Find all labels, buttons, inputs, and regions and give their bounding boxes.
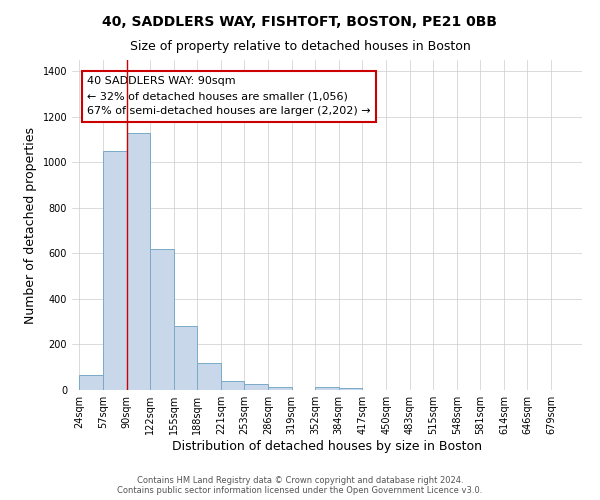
Bar — [150, 249, 173, 390]
Text: Size of property relative to detached houses in Boston: Size of property relative to detached ho… — [130, 40, 470, 53]
Text: Contains HM Land Registry data © Crown copyright and database right 2024.
Contai: Contains HM Land Registry data © Crown c… — [118, 476, 482, 495]
Bar — [197, 362, 221, 390]
Bar — [173, 326, 197, 390]
Bar — [244, 384, 268, 390]
Y-axis label: Number of detached properties: Number of detached properties — [24, 126, 37, 324]
Bar — [316, 386, 338, 390]
Bar — [221, 381, 244, 390]
Bar — [79, 375, 103, 390]
Bar — [103, 151, 127, 390]
Bar — [268, 386, 292, 390]
Text: 40, SADDLERS WAY, FISHTOFT, BOSTON, PE21 0BB: 40, SADDLERS WAY, FISHTOFT, BOSTON, PE21… — [103, 15, 497, 29]
Bar — [338, 388, 362, 390]
Bar — [127, 133, 150, 390]
Text: 40 SADDLERS WAY: 90sqm
← 32% of detached houses are smaller (1,056)
67% of semi-: 40 SADDLERS WAY: 90sqm ← 32% of detached… — [88, 76, 371, 116]
X-axis label: Distribution of detached houses by size in Boston: Distribution of detached houses by size … — [172, 440, 482, 453]
